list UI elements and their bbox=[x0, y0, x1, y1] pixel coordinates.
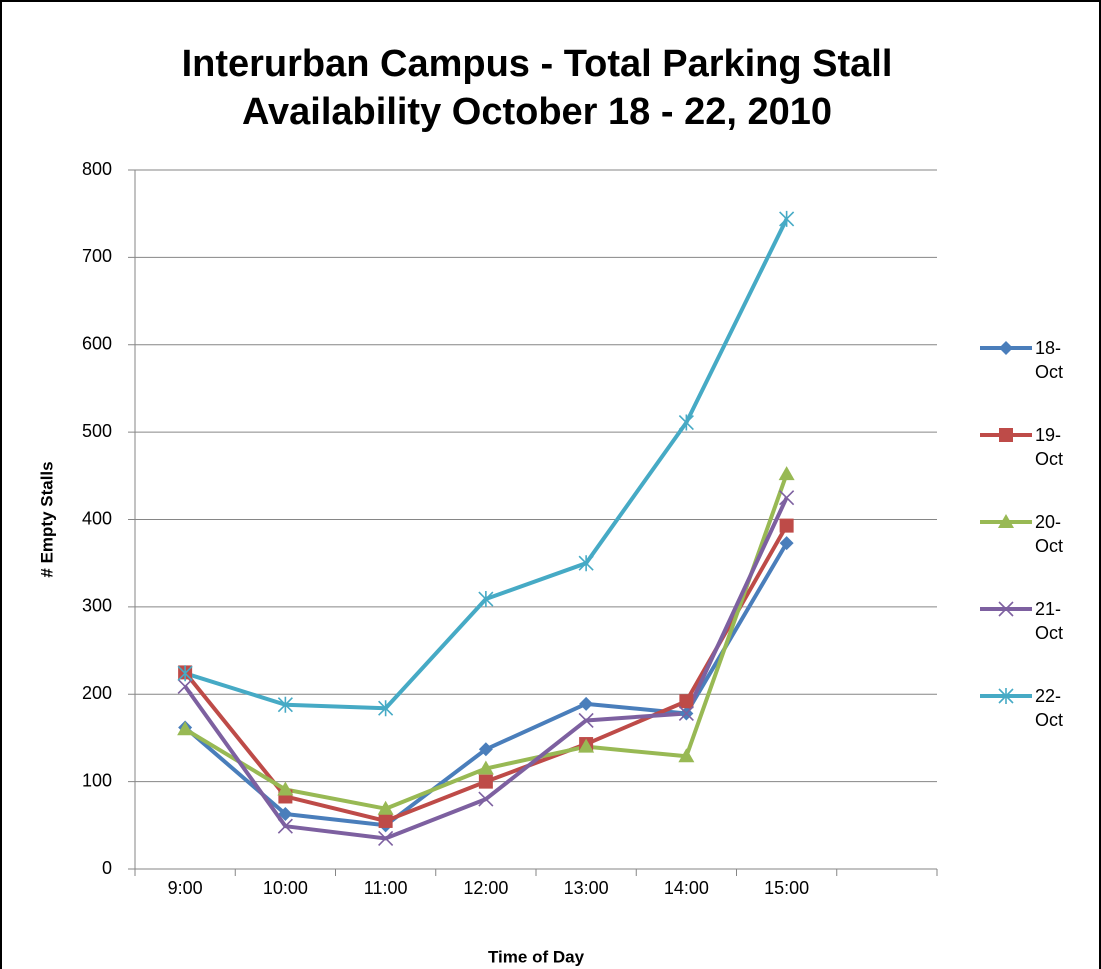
data-point bbox=[578, 712, 594, 729]
data-point bbox=[679, 694, 694, 709]
data-point bbox=[579, 696, 594, 711]
data-point bbox=[678, 705, 694, 722]
x-tick-label: 12:00 bbox=[463, 878, 508, 898]
legend-marker bbox=[998, 514, 1014, 528]
data-point bbox=[478, 742, 493, 757]
data-point bbox=[277, 818, 293, 834]
data-point bbox=[478, 774, 493, 789]
data-point bbox=[678, 414, 694, 431]
legend-label: 21-Oct bbox=[1035, 599, 1064, 643]
x-tick-label: 10:00 bbox=[263, 878, 308, 898]
data-point bbox=[477, 760, 494, 775]
data-point bbox=[678, 748, 695, 763]
data-point bbox=[478, 591, 494, 608]
x-tick-label: 14:00 bbox=[664, 878, 709, 898]
data-point bbox=[778, 466, 795, 481]
x-axis-label: Time of Day bbox=[488, 947, 585, 966]
data-point bbox=[378, 813, 393, 828]
y-tick-label: 500 bbox=[82, 421, 112, 441]
data-point bbox=[779, 518, 794, 533]
data-point bbox=[277, 696, 293, 713]
data-point bbox=[177, 678, 193, 694]
legend-label: 22-Oct bbox=[1035, 686, 1064, 730]
y-tick-label: 600 bbox=[82, 334, 112, 354]
y-tick-label: 200 bbox=[82, 683, 112, 703]
legend-marker bbox=[998, 601, 1014, 617]
data-point bbox=[578, 555, 594, 572]
x-tick-label: 15:00 bbox=[764, 878, 809, 898]
series-line bbox=[184, 473, 789, 811]
data-point bbox=[779, 536, 794, 551]
legend-label: 20-Oct bbox=[1035, 512, 1064, 556]
x-tick-label: 13:00 bbox=[564, 878, 609, 898]
legend-marker bbox=[999, 341, 1013, 355]
legend-marker bbox=[998, 688, 1014, 704]
y-tick-label: 800 bbox=[82, 159, 112, 179]
data-point bbox=[578, 738, 595, 753]
y-tick-label: 100 bbox=[82, 770, 112, 790]
y-tick-label: 400 bbox=[82, 508, 112, 528]
data-point bbox=[779, 490, 795, 506]
legend-marker bbox=[999, 428, 1013, 442]
data-point bbox=[377, 800, 394, 815]
x-tick-label: 9:00 bbox=[168, 878, 203, 898]
y-axis-label: # Empty Stalls bbox=[37, 461, 56, 577]
legend-label: 18-Oct bbox=[1035, 338, 1064, 382]
y-tick-label: 300 bbox=[82, 596, 112, 616]
series-line bbox=[184, 218, 789, 711]
data-point bbox=[478, 791, 494, 807]
data-point bbox=[378, 700, 394, 717]
data-point bbox=[278, 806, 293, 821]
y-tick-label: 700 bbox=[82, 246, 112, 266]
x-tick-label: 11:00 bbox=[364, 878, 408, 898]
data-point bbox=[177, 665, 193, 682]
data-point bbox=[277, 781, 294, 796]
data-point bbox=[177, 721, 194, 736]
data-point bbox=[378, 830, 394, 846]
chart-title: Interurban Campus - Total Parking Stall … bbox=[181, 43, 893, 133]
data-point bbox=[779, 210, 795, 227]
legend-label: 19-Oct bbox=[1035, 425, 1064, 469]
y-tick-label: 0 bbox=[102, 858, 112, 878]
